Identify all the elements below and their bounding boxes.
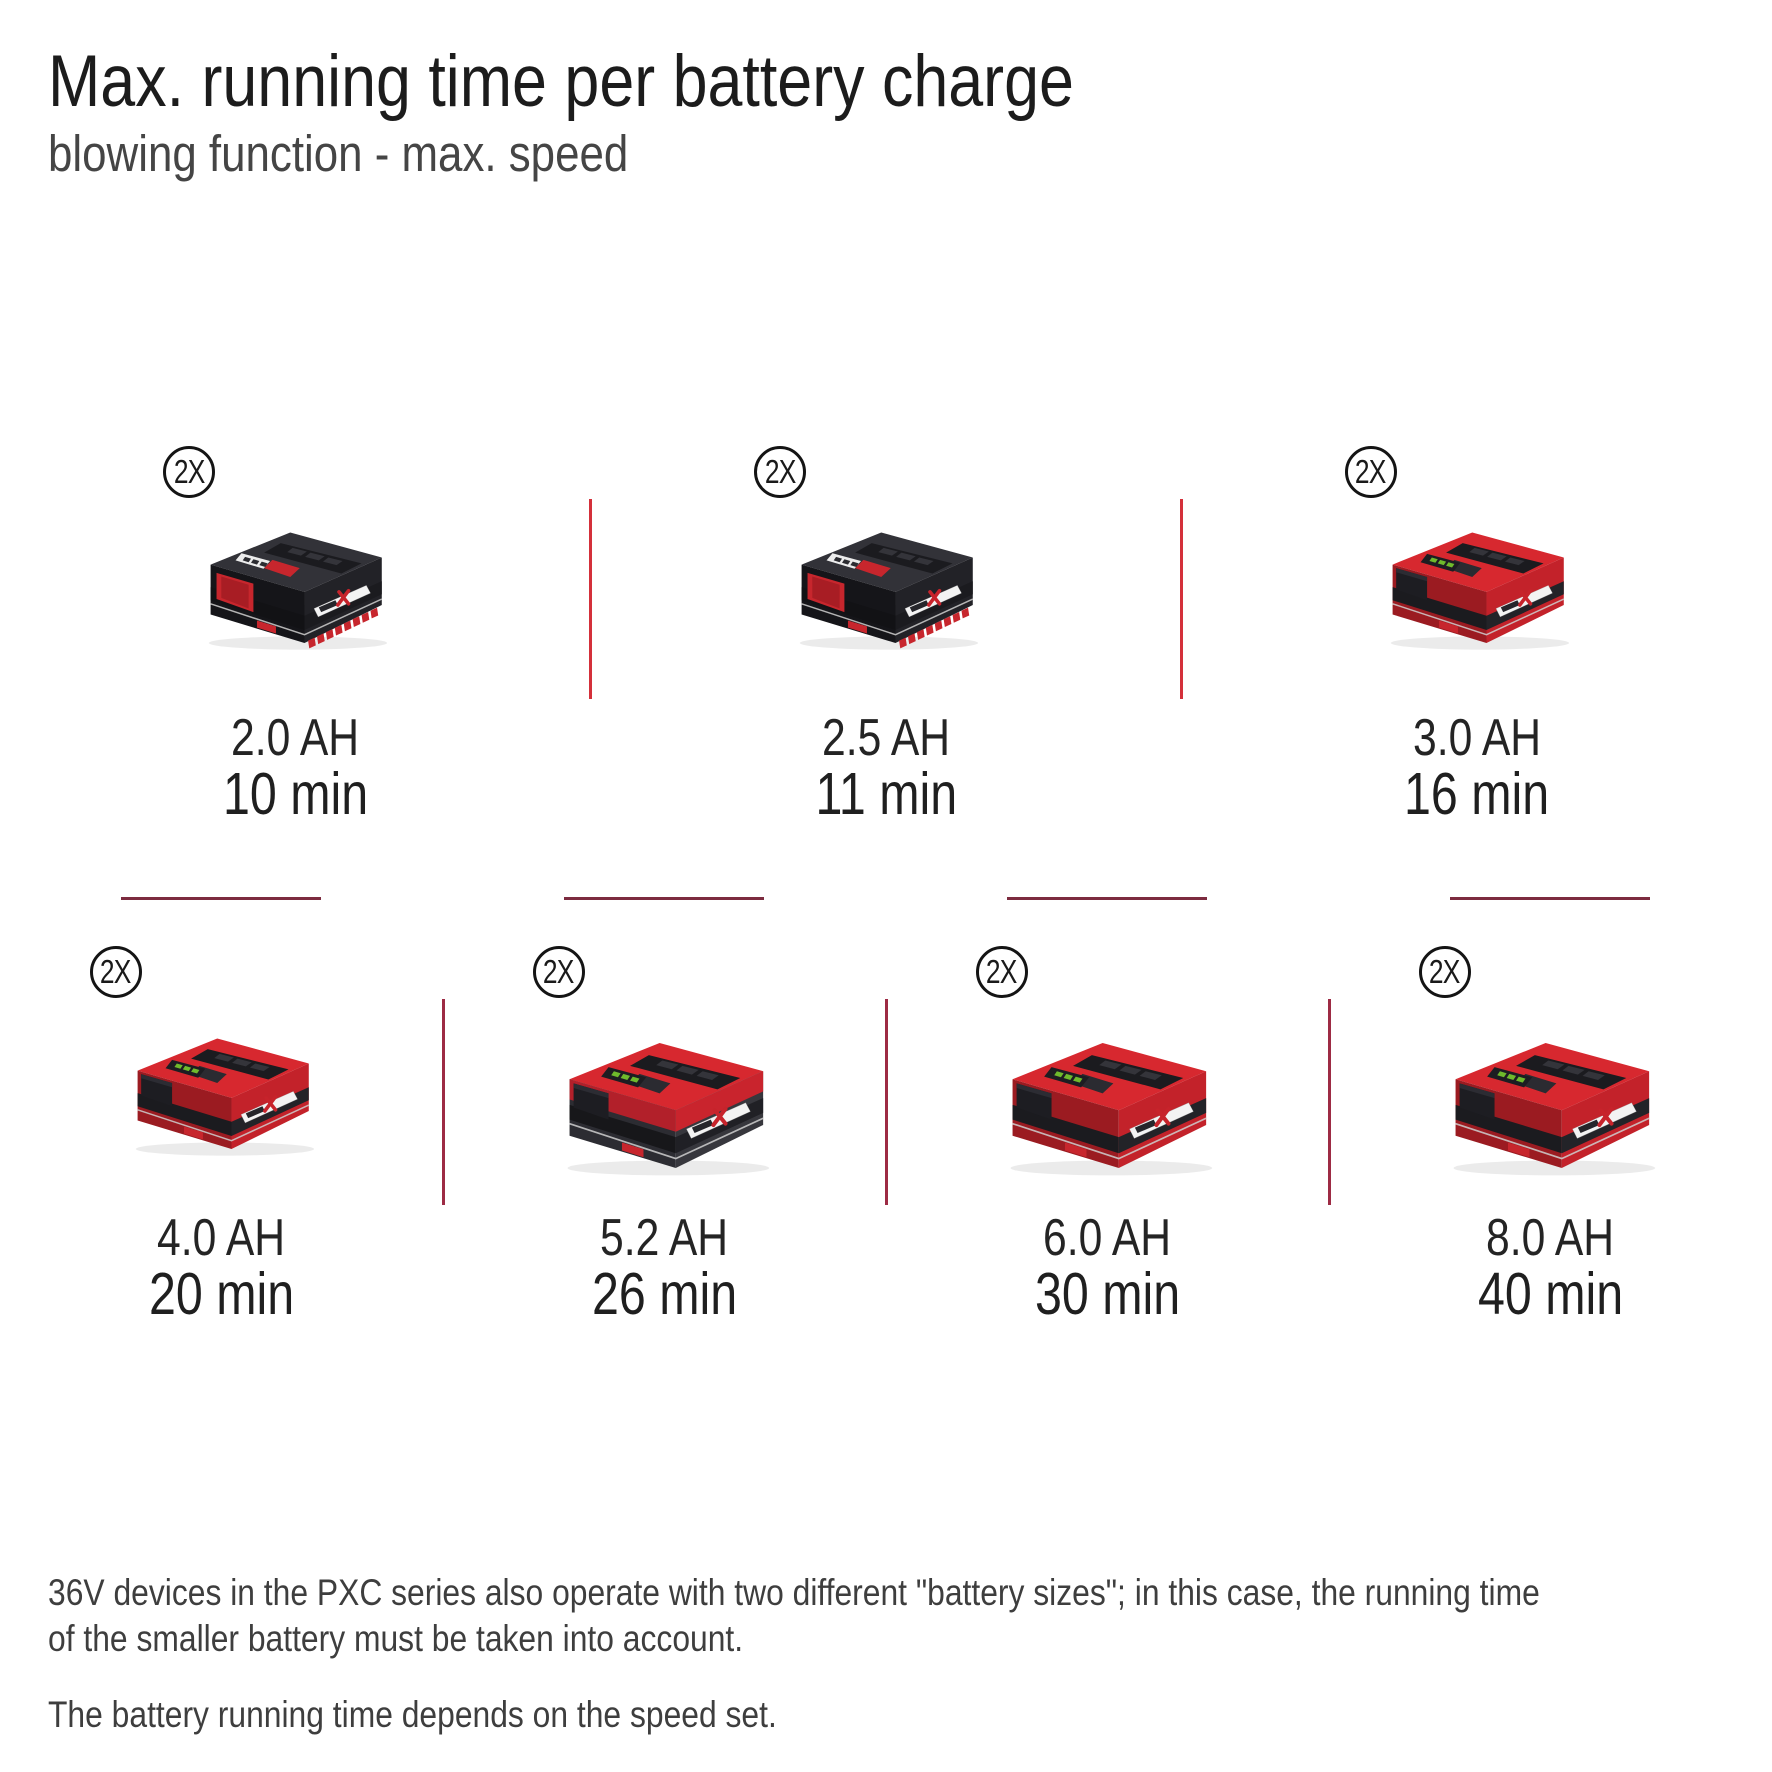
footer-notes: 36V devices in the PXC series also opera… — [48, 1570, 1772, 1738]
column-divider-row1 — [1180, 499, 1183, 699]
capacity-value: 5.2 AH — [600, 1209, 729, 1267]
capacity-label: 8.0 AH — [1329, 1212, 1772, 1264]
runtime-label: 20 min — [0, 1264, 443, 1324]
battery-cell-2-5ah: 2X 2.5 AH 11 min — [591, 420, 1182, 830]
quantity-badge-label: 2X — [1429, 953, 1461, 990]
capacity-label: 5.2 AH — [443, 1212, 886, 1264]
capacity-value: 8.0 AH — [1486, 1209, 1615, 1267]
runtime-label: 26 min — [443, 1264, 886, 1324]
battery-image — [987, 1004, 1229, 1180]
runtime-value: 30 min — [1034, 1261, 1181, 1327]
quantity-badge-label: 2X — [764, 453, 797, 490]
row-rule — [1450, 897, 1650, 900]
capacity-value: 4.0 AH — [157, 1209, 286, 1267]
quantity-badge: 2X — [975, 946, 1028, 998]
runtime-value: 40 min — [1477, 1261, 1624, 1327]
capacity-value: 2.0 AH — [231, 709, 360, 767]
battery-cell-3-0ah: 2X 3.0 AH 16 min — [1181, 420, 1772, 830]
battery-image — [1370, 498, 1584, 654]
page-title-text: Max. running time per battery charge — [48, 41, 1074, 122]
capacity-label: 6.0 AH — [886, 1212, 1329, 1264]
quantity-badge: 2X — [89, 946, 142, 998]
quantity-badge-label: 2X — [1355, 453, 1387, 490]
battery-cell-2-0ah: 2X 2.0 AH 10 min — [0, 420, 591, 830]
footer-note-line: of the smaller battery must be taken int… — [48, 1616, 1772, 1662]
runtime-value: 26 min — [591, 1261, 738, 1327]
capacity-value: 2.5 AH — [822, 709, 951, 767]
quantity-badge-label: 2X — [543, 953, 575, 990]
quantity-badge: 2X — [532, 946, 585, 998]
battery-cell-6-0ah: 2X 6.0 AH 30 min — [886, 920, 1329, 1330]
quantity-badge: 2X — [1344, 446, 1397, 498]
runtime-label: 11 min — [591, 764, 1182, 824]
quantity-badge: 2X — [163, 446, 216, 498]
header: Max. running time per battery charge blo… — [48, 42, 1241, 184]
quantity-badge-label: 2X — [100, 953, 132, 990]
quantity-badge: 2X — [754, 446, 806, 498]
column-divider-row2 — [885, 999, 888, 1205]
runtime-value: 11 min — [815, 761, 957, 827]
battery-cell-5-2ah: 2X 5.2 AH 26 min — [443, 920, 886, 1330]
footer-note-text: of the smaller battery must be taken int… — [48, 1618, 744, 1659]
page-title: Max. running time per battery charge — [48, 42, 1241, 122]
column-divider-row1 — [589, 499, 592, 699]
battery-row-2: 2X 4.0 AH 20 min 2X 5.2 AH 26 min 2X 6.0… — [0, 920, 1772, 1330]
battery-image — [115, 1004, 329, 1160]
capacity-label: 4.0 AH — [0, 1212, 443, 1264]
runtime-value: 20 min — [148, 1261, 295, 1327]
quantity-badge: 2X — [1418, 946, 1471, 998]
row-rule — [564, 897, 764, 900]
runtime-value: 16 min — [1404, 761, 1550, 827]
page-subtitle: blowing function - max. speed — [48, 124, 1241, 184]
capacity-label: 3.0 AH — [1181, 712, 1772, 764]
footer-note-line: 36V devices in the PXC series also opera… — [48, 1570, 1772, 1616]
row-rule — [121, 897, 321, 900]
capacity-value: 6.0 AH — [1043, 1209, 1172, 1267]
footer-note-2: The battery running time depends on the … — [48, 1692, 1772, 1738]
battery-cell-4-0ah: 2X 4.0 AH 20 min — [0, 920, 443, 1330]
row-rule — [1007, 897, 1207, 900]
runtime-label: 16 min — [1181, 764, 1772, 824]
runtime-label: 10 min — [0, 764, 591, 824]
runtime-label: 40 min — [1329, 1264, 1772, 1324]
column-divider-row2 — [1328, 999, 1331, 1205]
capacity-label: 2.5 AH — [591, 712, 1182, 764]
battery-image — [1430, 1004, 1672, 1180]
footer-note-text: The battery running time depends on the … — [48, 1694, 777, 1735]
battery-image — [544, 1004, 786, 1180]
page-subtitle-text: blowing function - max. speed — [48, 125, 629, 182]
capacity-label: 2.0 AH — [0, 712, 591, 764]
column-divider-row2 — [442, 999, 445, 1205]
battery-cell-8-0ah: 2X 8.0 AH 40 min — [1329, 920, 1772, 1330]
battery-image — [779, 498, 993, 654]
battery-image — [188, 498, 402, 654]
runtime-value: 10 min — [222, 761, 368, 827]
quantity-badge-label: 2X — [173, 453, 206, 490]
capacity-value: 3.0 AH — [1412, 709, 1541, 767]
quantity-badge-label: 2X — [986, 953, 1018, 990]
battery-row-1: 2X 2.0 AH 10 min 2X 2.5 AH 11 min 2X 3.0… — [0, 420, 1772, 830]
footer-note-text: 36V devices in the PXC series also opera… — [48, 1572, 1540, 1613]
runtime-label: 30 min — [886, 1264, 1329, 1324]
